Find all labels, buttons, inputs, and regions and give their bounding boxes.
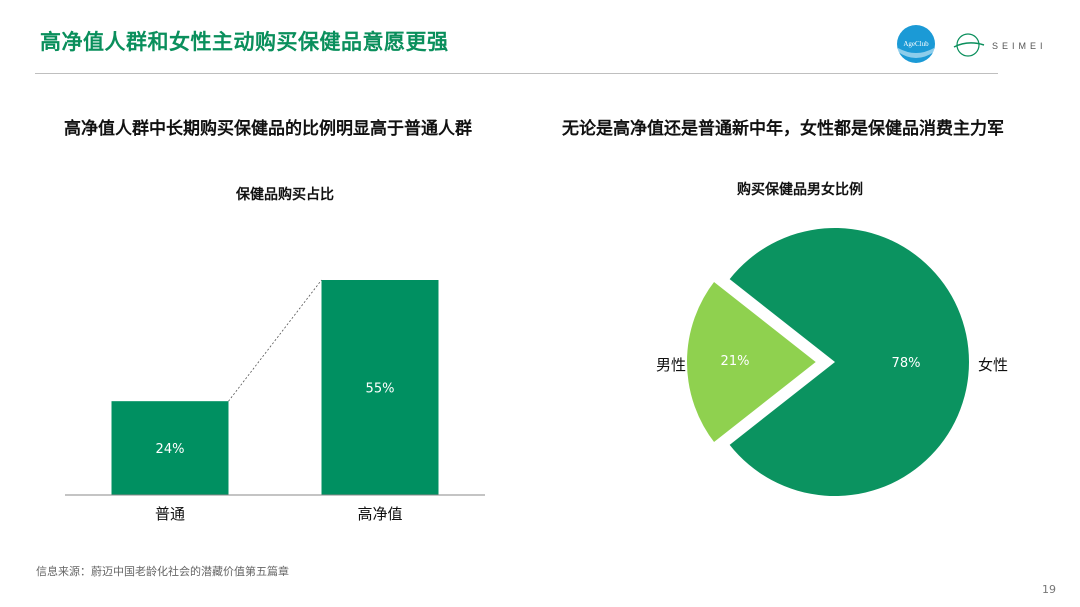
bar-connector-line (228, 279, 322, 402)
seimei-logo: SEIMEI (953, 33, 1047, 57)
pie-slice-1 (729, 228, 969, 496)
bar-1 (321, 280, 439, 495)
bar-category-label-1: 高净值 (357, 505, 402, 523)
bar-0 (111, 401, 229, 495)
header-divider (35, 73, 998, 74)
pie-category-label-1: 女性 (978, 356, 1008, 374)
ageclub-logo: AgeClub (897, 25, 935, 63)
source-note: 信息来源：蔚迈中国老龄化社会的潜藏价值第五篇章 (36, 565, 289, 578)
pie-chart: 21% 78% 男性 女性 (656, 228, 1008, 496)
ageclub-logo-text: AgeClub (903, 40, 929, 48)
right-heading: 无论是高净值还是普通新中年，女性都是保健品消费主力军 (562, 119, 1004, 139)
pie-chart-title: 购买保健品男女比例 (737, 182, 863, 198)
left-heading: 高净值人群中长期购买保健品的比例明显高于普通人群 (64, 119, 472, 139)
page-title: 高净值人群和女性主动购买保健品意愿更强 (40, 30, 449, 54)
page-number: 19 (1042, 583, 1056, 596)
bar-chart: 24% 普通 55% 高净值 (65, 279, 485, 523)
bar-chart-title: 保健品购买占比 (236, 187, 334, 203)
pie-category-label-0: 男性 (656, 356, 686, 374)
bar-value-label-1: 55% (366, 382, 395, 397)
bar-category-label-0: 普通 (155, 505, 185, 523)
pie-value-label-1: 78% (892, 356, 921, 371)
pie-slice-0 (683, 276, 823, 448)
pie-value-label-0: 21% (721, 354, 750, 369)
seimei-logo-text: SEIMEI (992, 41, 1047, 51)
bar-value-label-0: 24% (156, 442, 185, 457)
